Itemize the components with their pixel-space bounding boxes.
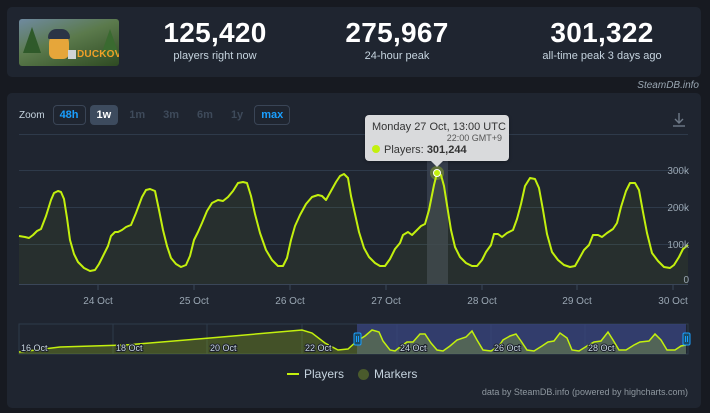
x-label: 30 Oct [658, 296, 688, 307]
tooltip-subtitle: 22:00 GMT+9 [446, 133, 502, 143]
y-label-0: 0 [683, 275, 689, 286]
line-swatch-icon [287, 373, 299, 375]
x-label: 26 Oct [275, 296, 305, 307]
thumbnail-duck-shape [49, 33, 69, 59]
navigator-label: 24 Oct [400, 343, 427, 353]
zoom-3m-button[interactable]: 3m [163, 109, 180, 121]
steamdb-brand[interactable]: SteamDB.info [637, 80, 699, 91]
game-thumbnail[interactable]: DUCKOV [19, 19, 119, 66]
x-label: 25 Oct [179, 296, 209, 307]
navigator-label: 20 Oct [210, 343, 237, 353]
stat-label: all-time peak 3 days ago [542, 50, 662, 62]
x-axis-labels: 24 Oct 25 Oct 26 Oct 27 Oct 28 Oct 29 Oc… [83, 296, 688, 307]
zoom-selector: Zoom 48h 1w 1m 3m 6m 1y max [19, 105, 291, 125]
zoom-6m-button[interactable]: 6m [197, 109, 213, 121]
legend-label: Markers [374, 367, 418, 381]
zoom-1y-button[interactable]: 1y [230, 109, 244, 121]
y-label-100k: 100k [667, 240, 690, 251]
stats-header: DUCKOV 125,420 players right now 275,967… [7, 7, 701, 77]
highlight-point [433, 169, 441, 177]
zoom-1w-button[interactable]: 1w [89, 105, 119, 125]
navigator-label: 26 Oct [494, 343, 521, 353]
thumbnail-tree-shape [101, 29, 119, 55]
legend-item-players[interactable]: Players [287, 367, 344, 381]
stat-label: 24-hour peak [364, 50, 430, 62]
navigator-label: 16 Oct [21, 343, 48, 353]
thumbnail-logo-text: DUCKOV [77, 49, 119, 60]
chart-tooltip: Monday 27 Oct, 13:00 UTC 22:00 GMT+9 Pla… [365, 115, 509, 167]
navigator[interactable]: 16 Oct 18 Oct 20 Oct 22 Oct 24 Oct 26 Oc… [18, 323, 691, 355]
navigator-handle-left[interactable] [353, 332, 362, 346]
stat-label: players right now [173, 50, 257, 62]
x-label: 28 Oct [467, 296, 497, 307]
thumbnail-tree-shape [23, 27, 41, 53]
legend-label: Players [304, 367, 345, 381]
y-label-200k: 200k [667, 203, 690, 214]
players-area [19, 173, 688, 284]
tooltip-series-value: 301,244 [426, 144, 467, 156]
stat-value: 301,322 [550, 17, 654, 48]
x-label: 29 Oct [562, 296, 592, 307]
stat-players-now: 125,420 players right now [155, 17, 275, 63]
y-label-300k: 300k [667, 166, 690, 177]
zoom-label: Zoom [19, 109, 45, 121]
download-icon[interactable] [673, 113, 685, 127]
zoom-max-button[interactable]: max [254, 105, 291, 125]
thumbnail-logo-mark [68, 50, 76, 59]
chart-legend: Players Markers [287, 367, 417, 381]
x-label: 27 Oct [371, 296, 401, 307]
tooltip-series: Players: 301,244 [372, 144, 467, 156]
legend-item-markers[interactable]: Markers [358, 367, 417, 381]
stat-all-time-peak: 301,322 all-time peak 3 days ago [527, 17, 677, 63]
navigator-label: 22 Oct [305, 343, 332, 353]
navigator-handle-right[interactable] [682, 332, 691, 346]
stat-value: 125,420 [163, 17, 267, 48]
navigator-selection [357, 324, 686, 354]
stat-24h-peak: 275,967 24-hour peak [337, 17, 457, 63]
x-axis-ticks [97, 284, 674, 290]
tooltip-arrow [431, 161, 443, 167]
players-line [18, 172, 689, 272]
zoom-48h-button[interactable]: 48h [52, 105, 86, 125]
stat-value: 275,967 [345, 17, 449, 48]
tooltip-series-label: Players: [384, 144, 424, 156]
circle-swatch-icon [358, 368, 370, 380]
thumbnail-helmet-shape [48, 29, 70, 39]
navigator-label: 28 Oct [588, 343, 615, 353]
chart-credit[interactable]: data by SteamDB.info (powered by highcha… [481, 387, 688, 397]
series-dot-icon [372, 145, 380, 153]
y-axis-labels: 300k 200k 100k 0 [667, 166, 690, 286]
x-label: 24 Oct [83, 296, 113, 307]
navigator-label: 18 Oct [116, 343, 143, 353]
chart-panel: Zoom 48h 1w 1m 3m 6m 1y max [7, 93, 701, 408]
tooltip-title: Monday 27 Oct, 13:00 UTC [372, 121, 506, 133]
zoom-1m-button[interactable]: 1m [129, 109, 146, 121]
